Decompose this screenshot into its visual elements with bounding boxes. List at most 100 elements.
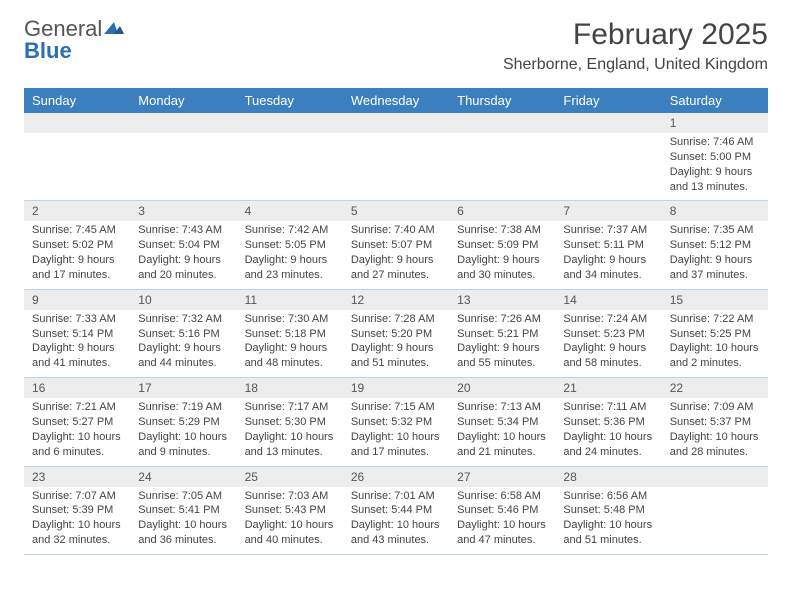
day-data: Sunrise: 7:28 AMSunset: 5:20 PMDaylight:… [343,310,449,377]
daylight-text: Daylight: 10 hours and 6 minutes. [32,430,122,460]
calendar-week: 16Sunrise: 7:21 AMSunset: 5:27 PMDayligh… [24,378,768,466]
weekday-fri: Friday [555,88,661,113]
day-data: Sunrise: 7:35 AMSunset: 5:12 PMDaylight:… [662,221,768,288]
day-data: Sunrise: 7:21 AMSunset: 5:27 PMDaylight:… [24,398,130,465]
day-number: 1 [662,113,768,133]
sunrise-text: Sunrise: 7:05 AM [138,489,228,504]
weekday-sun: Sunday [24,88,130,113]
sunset-text: Sunset: 5:30 PM [245,415,335,430]
logo-text: General Blue [24,18,124,62]
sunrise-text: Sunrise: 7:37 AM [563,223,653,238]
day-data: Sunrise: 7:43 AMSunset: 5:04 PMDaylight:… [130,221,236,288]
sunset-text: Sunset: 5:07 PM [351,238,441,253]
daylight-text: Daylight: 9 hours and 55 minutes. [457,341,547,371]
sunset-text: Sunset: 5:32 PM [351,415,441,430]
daylight-text: Daylight: 9 hours and 34 minutes. [563,253,653,283]
calendar-cell [24,113,130,200]
daylight-text: Daylight: 9 hours and 41 minutes. [32,341,122,371]
sunrise-text: Sunrise: 7:32 AM [138,312,228,327]
day-number: 20 [449,378,555,398]
sunset-text: Sunset: 5:29 PM [138,415,228,430]
calendar-cell: 27Sunrise: 6:58 AMSunset: 5:46 PMDayligh… [449,467,555,554]
sunset-text: Sunset: 5:11 PM [563,238,653,253]
calendar-week: 2Sunrise: 7:45 AMSunset: 5:02 PMDaylight… [24,201,768,289]
daylight-text: Daylight: 10 hours and 36 minutes. [138,518,228,548]
sunrise-text: Sunrise: 6:58 AM [457,489,547,504]
calendar-cell: 6Sunrise: 7:38 AMSunset: 5:09 PMDaylight… [449,201,555,288]
sunset-text: Sunset: 5:39 PM [32,503,122,518]
calendar-cell: 10Sunrise: 7:32 AMSunset: 5:16 PMDayligh… [130,290,236,377]
calendar-cell: 23Sunrise: 7:07 AMSunset: 5:39 PMDayligh… [24,467,130,554]
sunset-text: Sunset: 5:34 PM [457,415,547,430]
calendar-week: 23Sunrise: 7:07 AMSunset: 5:39 PMDayligh… [24,467,768,555]
calendar-grid: Sunday Monday Tuesday Wednesday Thursday… [24,88,768,555]
sunrise-text: Sunrise: 6:56 AM [563,489,653,504]
sunset-text: Sunset: 5:43 PM [245,503,335,518]
sunset-text: Sunset: 5:02 PM [32,238,122,253]
day-data: Sunrise: 7:11 AMSunset: 5:36 PMDaylight:… [555,398,661,465]
day-number: 4 [237,201,343,221]
day-data: Sunrise: 7:03 AMSunset: 5:43 PMDaylight:… [237,487,343,554]
sunrise-text: Sunrise: 7:42 AM [245,223,335,238]
day-number: 14 [555,290,661,310]
day-data: Sunrise: 7:46 AMSunset: 5:00 PMDaylight:… [662,133,768,200]
daylight-text: Daylight: 9 hours and 48 minutes. [245,341,335,371]
day-data: Sunrise: 7:07 AMSunset: 5:39 PMDaylight:… [24,487,130,554]
day-number: 23 [24,467,130,487]
day-data: Sunrise: 7:19 AMSunset: 5:29 PMDaylight:… [130,398,236,465]
day-data: Sunrise: 7:38 AMSunset: 5:09 PMDaylight:… [449,221,555,288]
daylight-text: Daylight: 10 hours and 40 minutes. [245,518,335,548]
logo: General Blue [24,18,124,62]
sunset-text: Sunset: 5:21 PM [457,327,547,342]
day-number: 13 [449,290,555,310]
sunset-text: Sunset: 5:16 PM [138,327,228,342]
day-number: 7 [555,201,661,221]
day-number: 22 [662,378,768,398]
weekday-sat: Saturday [662,88,768,113]
day-number: 3 [130,201,236,221]
calendar-cell [130,113,236,200]
daylight-text: Daylight: 10 hours and 2 minutes. [670,341,760,371]
day-number: 2 [24,201,130,221]
sunrise-text: Sunrise: 7:28 AM [351,312,441,327]
daylight-text: Daylight: 10 hours and 9 minutes. [138,430,228,460]
sunset-text: Sunset: 5:27 PM [32,415,122,430]
calendar-cell [449,113,555,200]
day-number [343,113,449,133]
header-row: General Blue February 2025 Sherborne, En… [24,18,768,74]
day-number: 10 [130,290,236,310]
sunset-text: Sunset: 5:04 PM [138,238,228,253]
daylight-text: Daylight: 9 hours and 58 minutes. [563,341,653,371]
calendar-cell: 1Sunrise: 7:46 AMSunset: 5:00 PMDaylight… [662,113,768,200]
sunrise-text: Sunrise: 7:21 AM [32,400,122,415]
day-data: Sunrise: 7:09 AMSunset: 5:37 PMDaylight:… [662,398,768,465]
day-number: 26 [343,467,449,487]
day-data: Sunrise: 7:13 AMSunset: 5:34 PMDaylight:… [449,398,555,465]
day-data: Sunrise: 7:24 AMSunset: 5:23 PMDaylight:… [555,310,661,377]
location-subtitle: Sherborne, England, United Kingdom [503,56,768,74]
day-number: 19 [343,378,449,398]
month-title: February 2025 [503,18,768,52]
daylight-text: Daylight: 9 hours and 51 minutes. [351,341,441,371]
calendar-cell: 24Sunrise: 7:05 AMSunset: 5:41 PMDayligh… [130,467,236,554]
day-number: 16 [24,378,130,398]
calendar-cell: 9Sunrise: 7:33 AMSunset: 5:14 PMDaylight… [24,290,130,377]
sunset-text: Sunset: 5:09 PM [457,238,547,253]
sunset-text: Sunset: 5:44 PM [351,503,441,518]
sunset-text: Sunset: 5:23 PM [563,327,653,342]
day-number: 5 [343,201,449,221]
weekday-mon: Monday [130,88,236,113]
day-number: 8 [662,201,768,221]
sunset-text: Sunset: 5:48 PM [563,503,653,518]
sunset-text: Sunset: 5:20 PM [351,327,441,342]
daylight-text: Daylight: 9 hours and 44 minutes. [138,341,228,371]
sunrise-text: Sunrise: 7:46 AM [670,135,760,150]
calendar-cell [237,113,343,200]
day-data: Sunrise: 7:32 AMSunset: 5:16 PMDaylight:… [130,310,236,377]
calendar-cell: 26Sunrise: 7:01 AMSunset: 5:44 PMDayligh… [343,467,449,554]
day-data: Sunrise: 7:05 AMSunset: 5:41 PMDaylight:… [130,487,236,554]
sunrise-text: Sunrise: 7:24 AM [563,312,653,327]
calendar-cell: 19Sunrise: 7:15 AMSunset: 5:32 PMDayligh… [343,378,449,465]
daylight-text: Daylight: 10 hours and 43 minutes. [351,518,441,548]
sunrise-text: Sunrise: 7:40 AM [351,223,441,238]
